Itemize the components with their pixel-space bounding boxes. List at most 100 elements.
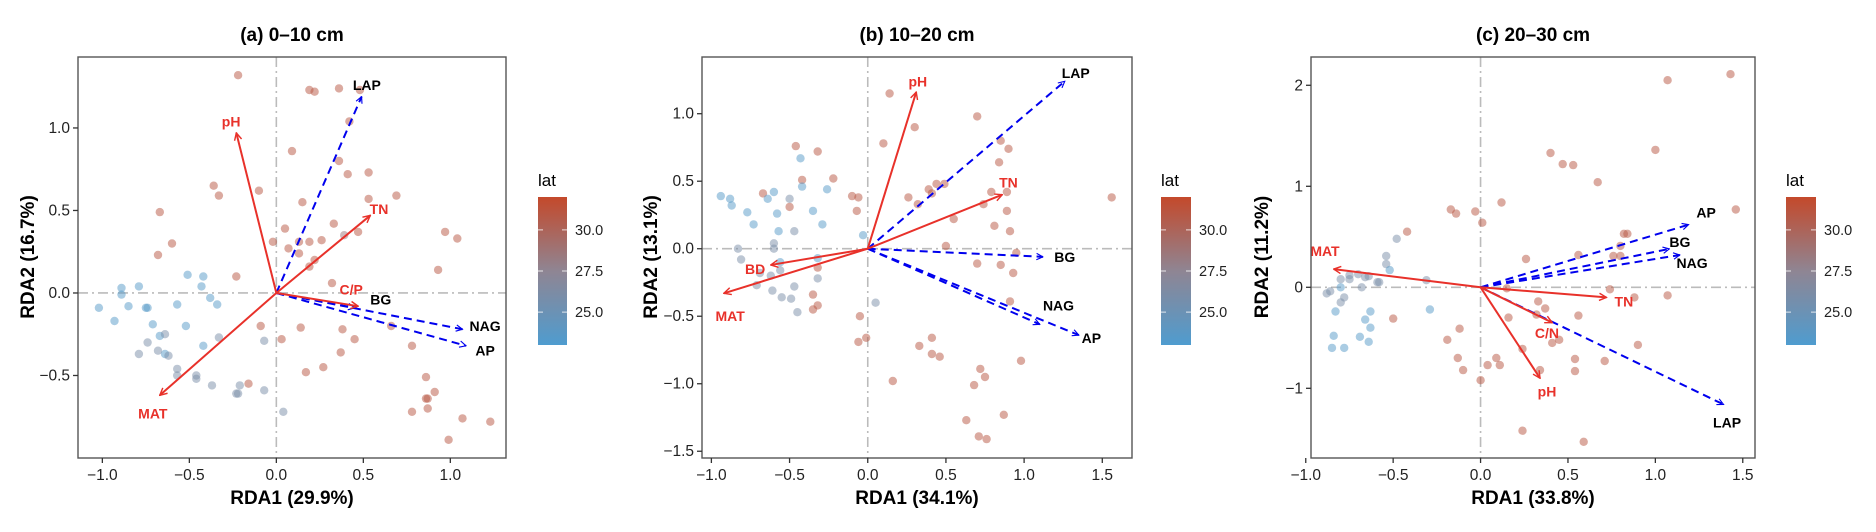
enzyme-arrow-nag <box>1480 255 1680 289</box>
x-axis-title: RDA1 (33.8%) <box>1471 488 1595 509</box>
sample-point <box>1322 289 1331 298</box>
y-tick-label: 2 <box>1294 77 1303 94</box>
plot-frame <box>77 56 507 459</box>
y-tick-label: 0.5 <box>672 173 694 190</box>
sample-point <box>927 333 937 342</box>
legend-title: lat <box>538 171 556 190</box>
sample-point <box>1541 304 1550 313</box>
sample-point <box>785 194 794 203</box>
sample-point <box>808 290 818 299</box>
sample-point <box>847 191 857 201</box>
sample-point <box>334 156 344 166</box>
sample-point <box>790 227 799 236</box>
sample-point <box>725 194 735 203</box>
sample-point <box>350 335 359 344</box>
sample-point <box>1005 297 1015 306</box>
y-tick-label: −1.5 <box>663 443 694 460</box>
sample-point <box>143 338 152 347</box>
sample-point <box>1483 360 1492 370</box>
sample-point <box>287 146 297 156</box>
sample-point <box>192 374 201 383</box>
sample-point <box>173 300 182 309</box>
enzyme-label: NAG <box>1043 297 1074 313</box>
sample-point <box>430 387 439 397</box>
sample-point <box>768 286 777 295</box>
x-tick-label: 1.0 <box>1645 467 1667 484</box>
sample-point <box>244 379 253 388</box>
sample-point <box>338 325 347 334</box>
plot-area: AP BG NAG LAP MAT TN C/N pH −1.0 −0.5 0.0 0.5 1.0 1.5… <box>1285 56 1756 484</box>
env-label: TN <box>999 175 1018 191</box>
sample-point <box>407 341 417 350</box>
sample-point <box>982 434 991 444</box>
sample-point <box>1425 305 1435 314</box>
sample-point <box>1331 307 1340 316</box>
sample-point <box>343 170 352 179</box>
sample-point <box>1478 218 1487 227</box>
x-tick-label: −0.5 <box>1378 467 1409 484</box>
sample-point <box>1521 254 1531 264</box>
env-arrow-tn <box>1480 286 1607 297</box>
sample-point <box>1361 315 1370 324</box>
legend-title: lat <box>1161 171 1179 190</box>
panel-c: (c) 20–30 cm RDA1 (33.8%) RDA2 (11.2%) A… <box>1252 25 1852 509</box>
env-label: pH <box>1538 383 1557 399</box>
y-tick-label: −1 <box>1285 380 1303 397</box>
x-tick-label: 0.5 <box>353 467 375 484</box>
sample-point <box>1355 332 1365 341</box>
colorbar-tick-label: 27.5 <box>575 264 603 280</box>
sample-point <box>1593 178 1602 187</box>
sample-point <box>423 394 432 403</box>
sample-point <box>1497 198 1506 207</box>
enzyme-label: LAP <box>353 77 381 93</box>
x-tick-label: 1.5 <box>1732 467 1754 484</box>
sample-point <box>421 372 431 382</box>
sample-point <box>813 274 822 283</box>
sample-point <box>327 278 337 288</box>
panel-title: (c) 20–30 cm <box>1476 25 1590 46</box>
sample-point <box>904 193 913 202</box>
sample-point <box>294 249 304 258</box>
sample-point <box>1548 338 1557 348</box>
sample-point <box>797 182 807 191</box>
colorbar-tick-label: 25.0 <box>575 305 603 321</box>
env-label: pH <box>908 73 927 89</box>
panel-b: (b) 10–20 cm RDA1 (34.1%) RDA2 (13.1%) L… <box>641 25 1227 509</box>
sample-point <box>818 220 827 229</box>
sample-point <box>774 227 783 236</box>
sample-point <box>733 244 743 253</box>
sample-point <box>453 234 462 243</box>
enzyme-label: AP <box>1082 330 1101 346</box>
sample-point <box>797 175 807 185</box>
sample-point <box>854 193 863 202</box>
sample-point <box>987 187 996 197</box>
sample-point <box>1471 207 1480 216</box>
sample-point <box>209 181 218 190</box>
sample-point <box>1605 285 1615 294</box>
sample-point <box>777 293 786 302</box>
sample-point <box>423 404 432 413</box>
sample-point <box>990 221 999 230</box>
sample-point <box>233 389 243 398</box>
sample-point <box>1518 426 1527 435</box>
sample-point <box>280 224 290 233</box>
x-tick-label: 1.5 <box>1092 467 1114 484</box>
sample-point <box>317 236 326 245</box>
sample-point <box>743 208 752 217</box>
sample-point <box>980 372 990 382</box>
sample-point <box>153 346 163 355</box>
y-tick-label: 0.0 <box>48 285 70 302</box>
sample-point <box>284 244 293 253</box>
sample-point <box>1458 365 1468 375</box>
sample-point <box>340 231 349 240</box>
sample-point <box>973 112 982 121</box>
sample-point <box>117 283 126 293</box>
color-legend: lat 25.0 27.5 30.0 <box>1786 171 1852 345</box>
sample-point <box>148 320 157 329</box>
sample-point <box>1385 265 1394 275</box>
sample-point <box>1004 144 1013 153</box>
sample-point <box>1340 343 1349 353</box>
enzyme-label: NAG <box>470 318 501 334</box>
sample-point <box>235 381 244 390</box>
sample-point <box>736 255 746 264</box>
